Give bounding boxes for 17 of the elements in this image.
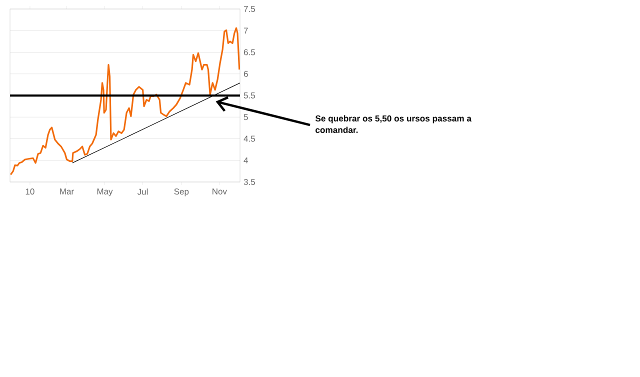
y-tick-label: 7.5 <box>244 6 255 12</box>
y-tick-label: 6.5 <box>244 49 255 56</box>
x-tick-label: Jul <box>137 188 148 195</box>
x-tick-label: 10 <box>26 188 34 195</box>
y-tick-label: 4 <box>244 157 248 164</box>
line-series <box>10 27 240 176</box>
x-tick-label: Mar <box>60 188 74 194</box>
y-tick-label: 5 <box>244 114 248 120</box>
y-tick-label: 3.5 <box>244 178 255 185</box>
y-tick-label: 5.5 <box>244 92 255 98</box>
x-tick-label: Sep <box>174 188 189 196</box>
text: Se quebrar os 5,50 os ursos passam a comandar. <box>315 115 472 133</box>
y-tick-label: 7 <box>244 28 248 34</box>
y-tick-label: 4.5 <box>244 136 255 142</box>
y-tick-label: 6 <box>244 70 248 77</box>
x-tick-label: May <box>97 188 113 196</box>
x-tick-label: Nov <box>212 188 227 194</box>
